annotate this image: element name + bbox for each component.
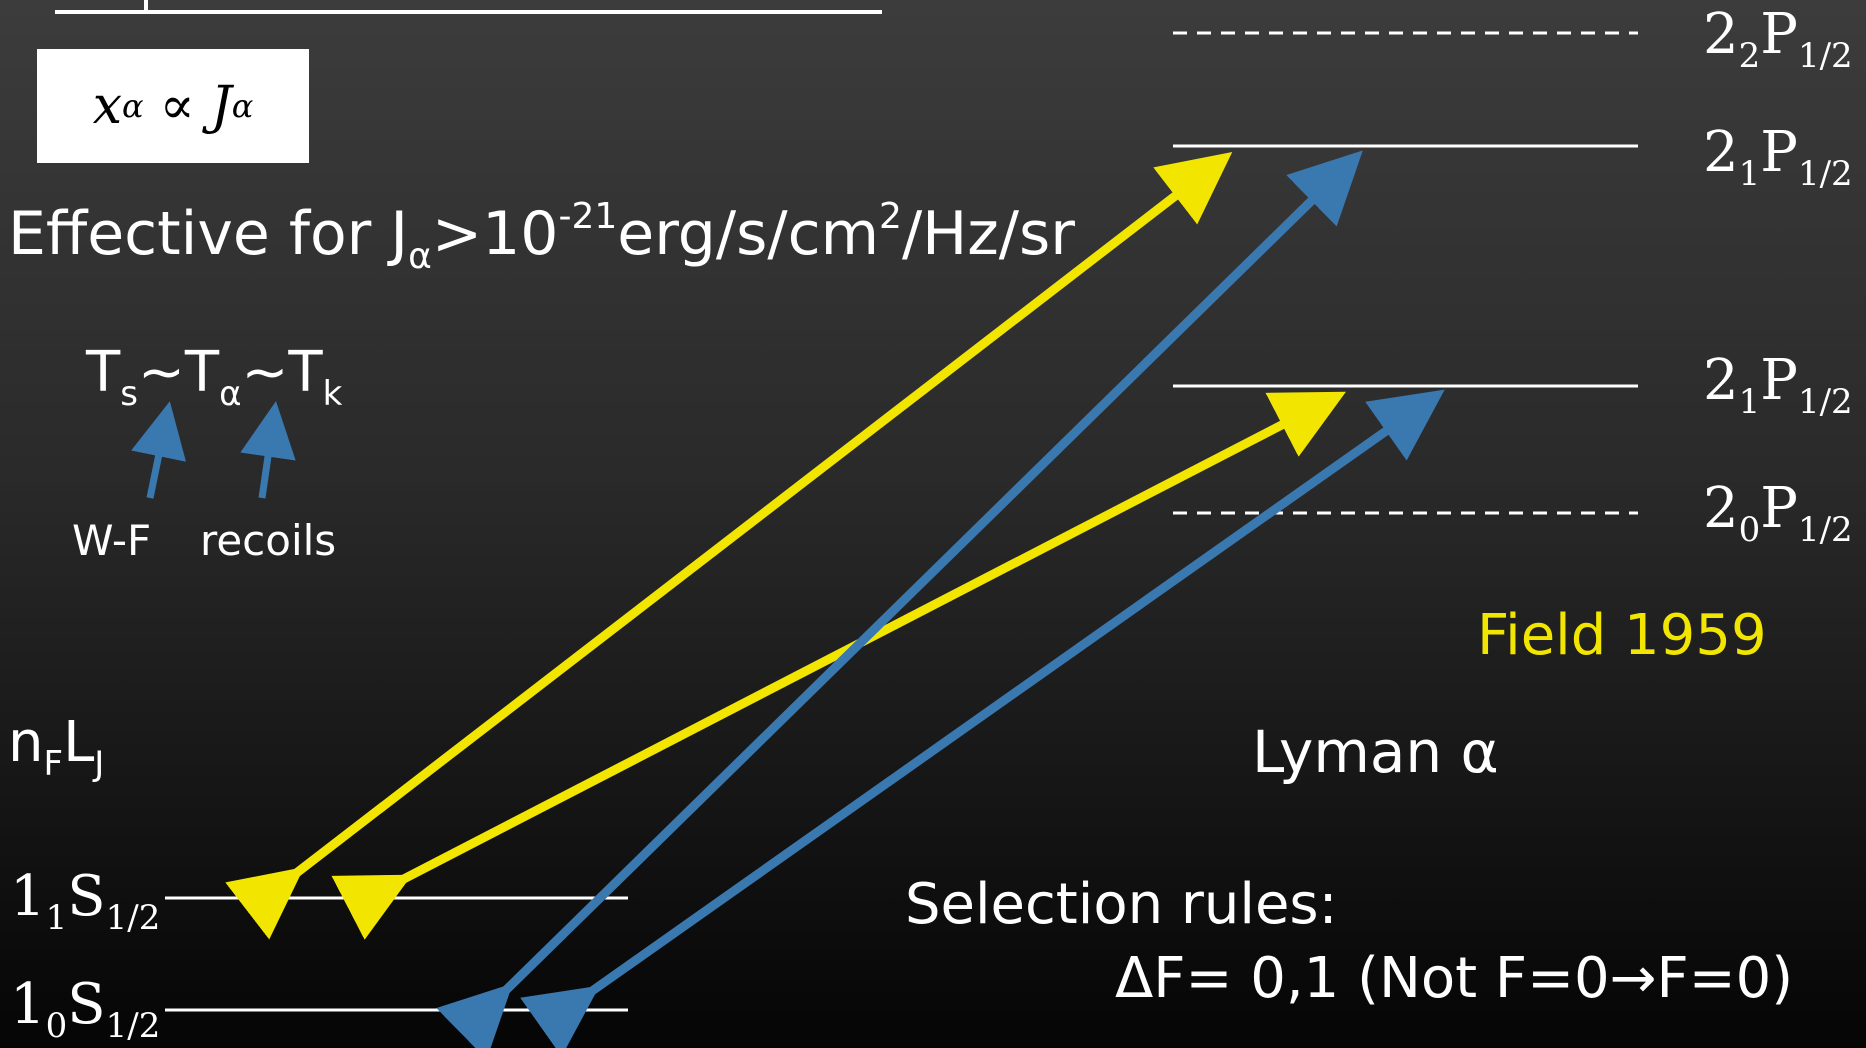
wf-label: W-F	[72, 516, 152, 565]
level-label-21p-lower: 21P1/2	[1703, 348, 1853, 422]
level-label-10s: 10S1/2	[10, 972, 160, 1046]
level-sub: 0	[1738, 510, 1761, 550]
level-n: 2	[1703, 120, 1739, 185]
wf-arrow	[131, 401, 187, 499]
talpha-t: ~T	[137, 340, 220, 405]
level-j: 1/2	[1797, 510, 1853, 550]
level-term: S	[67, 864, 106, 929]
level-sub: 2	[1738, 36, 1761, 76]
level-label-21p-upper: 21P1/2	[1703, 120, 1853, 194]
temperature-relation: Ts~Tα~Tk	[86, 340, 342, 414]
level-n: 2	[1703, 2, 1739, 67]
effective-rest: /Hz/sr	[901, 199, 1075, 269]
ts-t: T	[86, 340, 121, 405]
level-term: P	[1760, 2, 1798, 67]
effective-prefix: Effective for J	[8, 199, 409, 269]
effective-sq: 2	[879, 196, 902, 237]
ts-sub: s	[120, 374, 138, 414]
level-sub: 1	[45, 898, 68, 938]
notation-f: F	[43, 744, 64, 784]
level-sub: 1	[1738, 382, 1761, 422]
tk-sub: k	[322, 374, 343, 414]
reference-label: Field 1959	[1477, 603, 1767, 668]
level-sub: 0	[45, 1006, 68, 1046]
effective-unit: erg/s/cm	[617, 199, 880, 269]
alpha-sub-2: α	[231, 87, 254, 125]
level-term: S	[67, 972, 106, 1037]
level-label-11s: 11S1/2	[10, 864, 160, 938]
x-symbol: x	[92, 76, 123, 136]
j-symbol: J	[210, 76, 232, 136]
selection-title: Selection rules:	[905, 872, 1338, 937]
tk-t: ~T	[241, 340, 323, 405]
proportional-symbol: ∝	[159, 76, 195, 136]
effective-condition: Effective for Jα>10-21erg/s/cm2/Hz/sr	[8, 196, 1075, 277]
recoils-label: recoils	[200, 516, 337, 565]
selection-rule: ΔF= 0,1 (Not F=0→F=0)	[1115, 946, 1794, 1011]
level-label-22p: 22P1/2	[1703, 2, 1853, 76]
blue-transition-2	[520, 389, 1445, 1048]
level-n: 2	[1703, 476, 1739, 541]
level-term: P	[1760, 348, 1798, 413]
level-n: 1	[10, 864, 46, 929]
notation-j: J	[94, 744, 105, 784]
level-term: P	[1760, 120, 1798, 185]
lyman-label: Lyman α	[1252, 718, 1499, 786]
level-j: 1/2	[105, 1006, 161, 1046]
level-sub: 1	[1738, 154, 1761, 194]
alpha-sub: α	[122, 87, 144, 125]
level-term: P	[1760, 476, 1798, 541]
level-n: 1	[10, 972, 46, 1037]
effective-alpha: α	[408, 236, 432, 277]
level-j: 1/2	[1797, 382, 1853, 422]
recoils-arrow	[240, 401, 296, 499]
notation-label: nFLJ	[8, 710, 104, 784]
level-j: 1/2	[1797, 154, 1853, 194]
effective-exp: -21	[558, 196, 618, 237]
level-n: 2	[1703, 348, 1739, 413]
notation-n: n	[8, 710, 44, 775]
level-label-20p: 20P1/2	[1703, 476, 1853, 550]
level-j: 1/2	[1797, 36, 1853, 76]
talpha-sub: α	[219, 374, 242, 414]
level-j: 1/2	[105, 898, 161, 938]
effective-gt: >10	[431, 199, 559, 269]
notation-l: L	[63, 710, 95, 775]
